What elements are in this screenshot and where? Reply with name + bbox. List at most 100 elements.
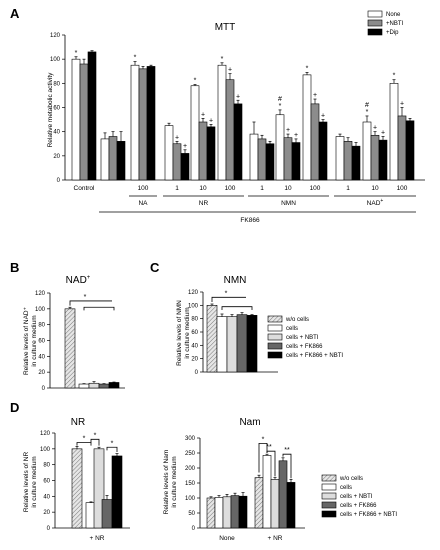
panel-a-bar-g0-s1	[79, 63, 89, 181]
panel-c-sig-bracket-inner	[221, 306, 253, 310]
panel-a-mark-g11-s0: *	[393, 73, 396, 80]
panel-a-xlabel-9: 1	[346, 185, 350, 192]
panel-c-bar-1	[216, 316, 228, 373]
panel-c-ytick-label-6: 120	[188, 290, 199, 296]
panel-d-ylabel-1: Relative levels of NR	[23, 452, 30, 513]
panel-a-mark2-g7-s0: *	[279, 103, 282, 110]
panel-a-bar-g0-s2	[87, 51, 97, 181]
panel-d-bar-0	[71, 448, 83, 529]
panel-b-bar-3	[98, 383, 110, 389]
panel-c-bar-2	[226, 316, 238, 373]
panel-c-legend-label-2: cells + NBTI	[286, 335, 319, 341]
panel-a-bar-g10-s0	[362, 121, 372, 181]
panel-nam-ytick-label-3: 150	[185, 481, 196, 487]
panel-a-bar-g11-s0	[389, 83, 399, 181]
panel-d-sig-2	[90, 438, 100, 446]
panel-a-bracket-label-0: NA	[138, 200, 148, 207]
panel-a-bracket-label-sup-3: +	[380, 198, 383, 204]
panel-d-ytick-label-0: 0	[47, 526, 51, 532]
panel-a-bar-g5-s2	[233, 103, 243, 181]
panel-a-mark-g10-s1: +	[373, 125, 377, 132]
panel-a-bar-g7-s1	[283, 137, 293, 181]
panel-a-mark-g2-s0: *	[134, 55, 137, 62]
panel-c-legend-label-0: w/o cells	[285, 317, 309, 323]
panel-b-bar-4	[108, 382, 120, 389]
panel-a-legend-swatch-1	[367, 19, 383, 27]
panel-a-bar-g9-s0	[335, 136, 345, 181]
panel-a-bracket-label-2: NMN	[281, 200, 296, 207]
panel-a-bar-g5-s1	[225, 79, 235, 181]
panel-a-xlabel-8: 100	[310, 185, 321, 192]
panel-d-sig-3	[106, 446, 118, 452]
panel-a-legend-label-2: +Dip	[386, 30, 399, 36]
panel-a-bar-g6-s2	[265, 143, 275, 181]
panel-a-legend-swatch-0	[367, 10, 383, 18]
panel-letter-d: D	[10, 400, 19, 415]
panel-c-legend-swatch-3	[267, 342, 283, 350]
panel-a-mark-g8-s0: *	[306, 65, 309, 72]
panel-a-bar-g11-s1	[397, 115, 407, 181]
panel-b-ytick-label-3: 60	[38, 339, 45, 345]
panel-nam-legend-swatch-4	[321, 510, 337, 518]
panel-nam-ytick-label-6: 300	[185, 436, 196, 442]
panel-a-bracket-label-text-0: NA	[138, 200, 148, 207]
panel-c-sig-mark: *	[225, 290, 228, 297]
panel-a-bar-g0-s0	[71, 58, 81, 181]
panel-c-bar-0	[206, 305, 218, 373]
panel-nam-mark-2: **	[266, 444, 272, 451]
panel-d-bar-3	[101, 499, 113, 529]
panel-a-bar-g3-s0	[164, 125, 174, 181]
panel-a-bar-g4-s1	[198, 121, 208, 181]
panel-nam-xlabel-1: + NR	[268, 535, 283, 542]
panel-a-bar-g8-s1	[310, 103, 320, 181]
panel-nam-ytick-label-1: 50	[188, 511, 195, 517]
panel-a-bracket-label-text-2: NMN	[281, 200, 296, 207]
panel-a-legend-label-1: +NBTI	[386, 21, 404, 27]
panel-a-bar-g2-s1	[138, 68, 148, 181]
panel-a-bar-g2-s0	[130, 64, 140, 181]
panel-a-bar-g10-s1	[370, 134, 380, 181]
panel-a-xlabel-6: 1	[260, 185, 264, 192]
panel-a-bar-g2-s2	[146, 66, 156, 181]
panel-d-xlabel: + NR	[90, 535, 105, 542]
panel-a-mark-g3-s2: +	[183, 143, 187, 150]
panel-nam-legend-label-2: cells + NBTI	[340, 494, 373, 500]
panel-b-ytick-label-6: 120	[35, 291, 46, 297]
panel-a-xlabel-5: 100	[225, 185, 236, 192]
panel-nam-legend-swatch-1	[321, 483, 337, 491]
panel-nam-mark-3: **	[284, 447, 290, 454]
panel-c-ytick-label-2: 40	[191, 343, 198, 349]
panel-nam-bar-c1-s3	[278, 460, 288, 529]
panel-nam-legend-swatch-3	[321, 501, 337, 509]
panel-nam-ytick-label-5: 250	[185, 451, 196, 457]
panel-a-legend-swatch-2	[367, 28, 383, 36]
panel-b-ytick-label-4: 80	[38, 323, 45, 329]
panel-d-mark-1: *	[83, 436, 86, 443]
panel-a-ylabel: Relative metabolic activity	[47, 72, 54, 148]
panel-a-bar-g7-s0	[275, 114, 285, 181]
panel-d-ytick-label-6: 120	[40, 431, 51, 437]
panel-b-sig-bracket-inner	[83, 306, 115, 311]
panel-c-legend-label-1: cells	[286, 326, 298, 332]
panel-nam-ytick-label-2: 100	[185, 496, 196, 502]
panel-nam-bar-c1-s0	[254, 477, 264, 529]
panel-d-bar-4	[111, 455, 123, 529]
panel-a-bar-g8-s2	[318, 121, 328, 181]
panel-d-title: NR	[71, 417, 85, 428]
panel-letter-b: B	[10, 260, 19, 275]
panel-d-ytick-label-5: 100	[40, 447, 51, 453]
panel-b-title-text: NAD	[66, 275, 87, 286]
panel-a-bar-g3-s2	[180, 153, 190, 181]
panel-c-bar-3	[236, 314, 248, 373]
panel-b-bar-0	[64, 308, 76, 389]
panel-a-mark-g4-s2: +	[209, 117, 213, 124]
panel-nam-ytick-label-4: 200	[185, 466, 196, 472]
panel-nam-bar-c0-s1	[214, 497, 224, 529]
panel-c-ytick-label-0: 0	[195, 370, 199, 376]
panel-nam-chart: 0 50 100 150 200 250 300 Relative levels of Nam…	[163, 436, 397, 542]
panel-nam-legend-label-3: cells + FK866	[340, 503, 377, 509]
panel-a-bar-g10-s2	[378, 139, 388, 181]
panel-a-bar-g11-s2	[405, 120, 415, 181]
panel-nam-bar-c1-s4	[286, 482, 296, 529]
panel-a-ytick-label-1: 20	[53, 154, 60, 160]
